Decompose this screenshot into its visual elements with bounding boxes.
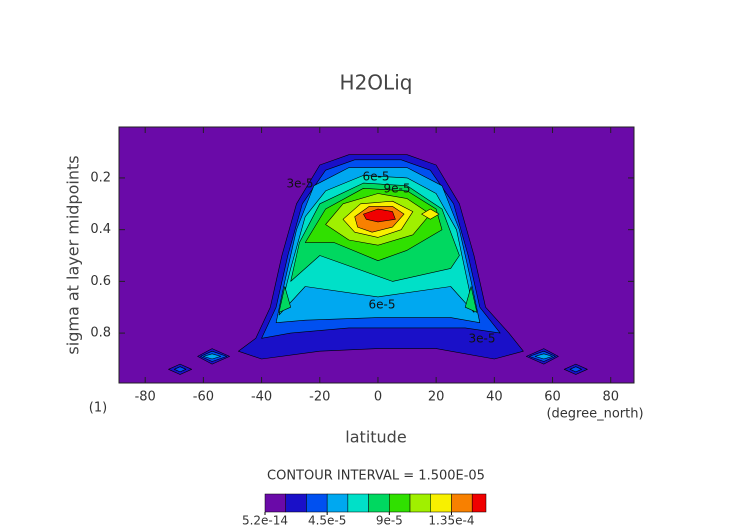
contour-region [174, 366, 187, 373]
colorbar-segment [471, 493, 487, 513]
x-tick-label: -20 [309, 390, 330, 405]
y-tick-label: 0.6 [90, 274, 111, 289]
contour-region [421, 208, 440, 220]
contour-region [464, 286, 478, 313]
x-tick-label: -40 [251, 390, 272, 405]
colorbar-segment [285, 493, 307, 513]
x-tick-label: -60 [193, 390, 214, 405]
colorbar-label: 9e-5 [376, 514, 403, 528]
contour-label: 6e-5 [369, 298, 396, 312]
colorbar-label: 4.5e-5 [308, 514, 346, 528]
colorbar-segment [430, 493, 452, 513]
contour-region [278, 286, 292, 313]
y-tick-label: 0.4 [90, 222, 111, 237]
colorbar-segment [306, 493, 328, 513]
colorbar-segment [368, 493, 390, 513]
contour-region [569, 366, 582, 373]
colorbar-segment [389, 493, 411, 513]
chart-title: H2OLiq [340, 71, 413, 95]
x-tick-label: -80 [135, 390, 156, 405]
colorbar-segment [451, 493, 473, 513]
y-tick-label: 0.2 [90, 170, 111, 185]
contour-region [363, 208, 396, 223]
colorbar-segment [264, 493, 286, 513]
x-units: (degree_north) [546, 407, 643, 422]
x-tick-label: 40 [486, 390, 503, 405]
contour-label: 3e-5 [287, 177, 314, 191]
plot-frame [118, 126, 635, 384]
colorbar-segment [409, 493, 431, 513]
contour-label: 6e-5 [363, 170, 390, 184]
contour-label: 3e-5 [469, 332, 496, 346]
colorbar-segment [347, 493, 369, 513]
contour-region [534, 353, 553, 360]
x-tick-label: 20 [428, 390, 445, 405]
contour-region [203, 353, 222, 360]
y-axis-label: sigma at layer midpoints [64, 155, 83, 354]
x-tick-label: 80 [602, 390, 619, 405]
contour-interval: CONTOUR INTERVAL = 1.500E-05 [267, 469, 485, 484]
x-axis-label: latitude [345, 428, 406, 447]
x-tick-label: 60 [544, 390, 561, 405]
y-units: (1) [89, 401, 107, 416]
colorbar-label: 5.2e-14 [242, 514, 288, 528]
colorbar-segment [326, 493, 349, 513]
x-tick-label: 0 [374, 390, 382, 405]
contour-label: 9e-5 [384, 182, 411, 196]
y-tick-label: 0.8 [90, 326, 111, 341]
colorbar-label: 1.35e-4 [428, 514, 474, 528]
